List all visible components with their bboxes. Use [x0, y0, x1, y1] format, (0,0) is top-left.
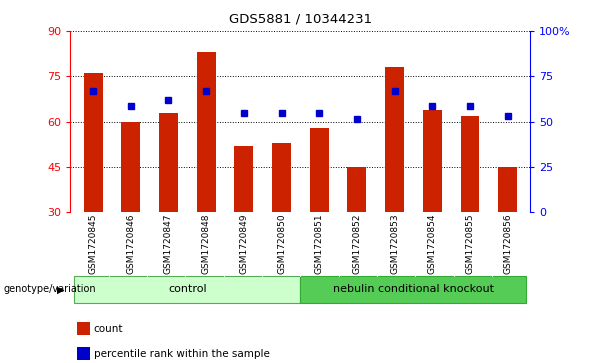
Bar — [300, 276, 527, 303]
Text: GSM1720848: GSM1720848 — [202, 214, 211, 274]
Text: control: control — [168, 285, 207, 294]
Text: GSM1720849: GSM1720849 — [239, 214, 248, 274]
Bar — [460, 115, 479, 212]
Text: GSM1720850: GSM1720850 — [277, 214, 286, 274]
Text: GSM1720855: GSM1720855 — [465, 214, 474, 274]
Bar — [423, 110, 442, 212]
Text: count: count — [94, 323, 123, 334]
Bar — [197, 52, 216, 212]
Bar — [272, 143, 291, 212]
Text: GSM1720847: GSM1720847 — [164, 214, 173, 274]
Text: genotype/variation: genotype/variation — [3, 285, 96, 294]
Text: percentile rank within the sample: percentile rank within the sample — [94, 349, 270, 359]
Bar — [159, 113, 178, 212]
Bar — [498, 167, 517, 212]
Bar — [310, 128, 329, 212]
Bar — [121, 122, 140, 212]
Text: GSM1720851: GSM1720851 — [314, 214, 324, 274]
Text: GDS5881 / 10344231: GDS5881 / 10344231 — [229, 13, 372, 26]
Bar — [234, 146, 253, 212]
Text: GSM1720854: GSM1720854 — [428, 214, 437, 274]
Text: GSM1720856: GSM1720856 — [503, 214, 512, 274]
Text: GSM1720846: GSM1720846 — [126, 214, 135, 274]
Bar — [385, 67, 404, 212]
Bar — [348, 167, 367, 212]
Text: GSM1720845: GSM1720845 — [89, 214, 97, 274]
Bar — [74, 276, 300, 303]
Bar — [84, 73, 102, 212]
Text: GSM1720852: GSM1720852 — [352, 214, 362, 274]
Text: nebulin conditional knockout: nebulin conditional knockout — [333, 285, 494, 294]
Text: GSM1720853: GSM1720853 — [390, 214, 399, 274]
Text: ▶: ▶ — [57, 285, 64, 294]
